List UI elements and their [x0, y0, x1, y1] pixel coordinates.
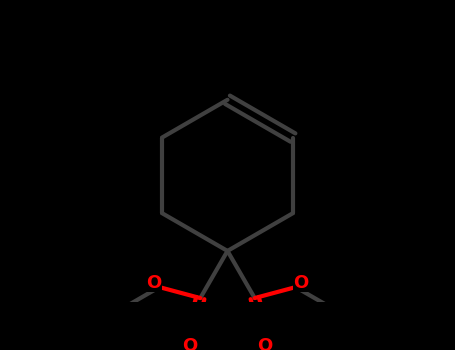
Text: O: O [147, 274, 162, 293]
Text: O: O [257, 337, 273, 350]
Text: O: O [293, 274, 308, 293]
Text: O: O [182, 337, 198, 350]
